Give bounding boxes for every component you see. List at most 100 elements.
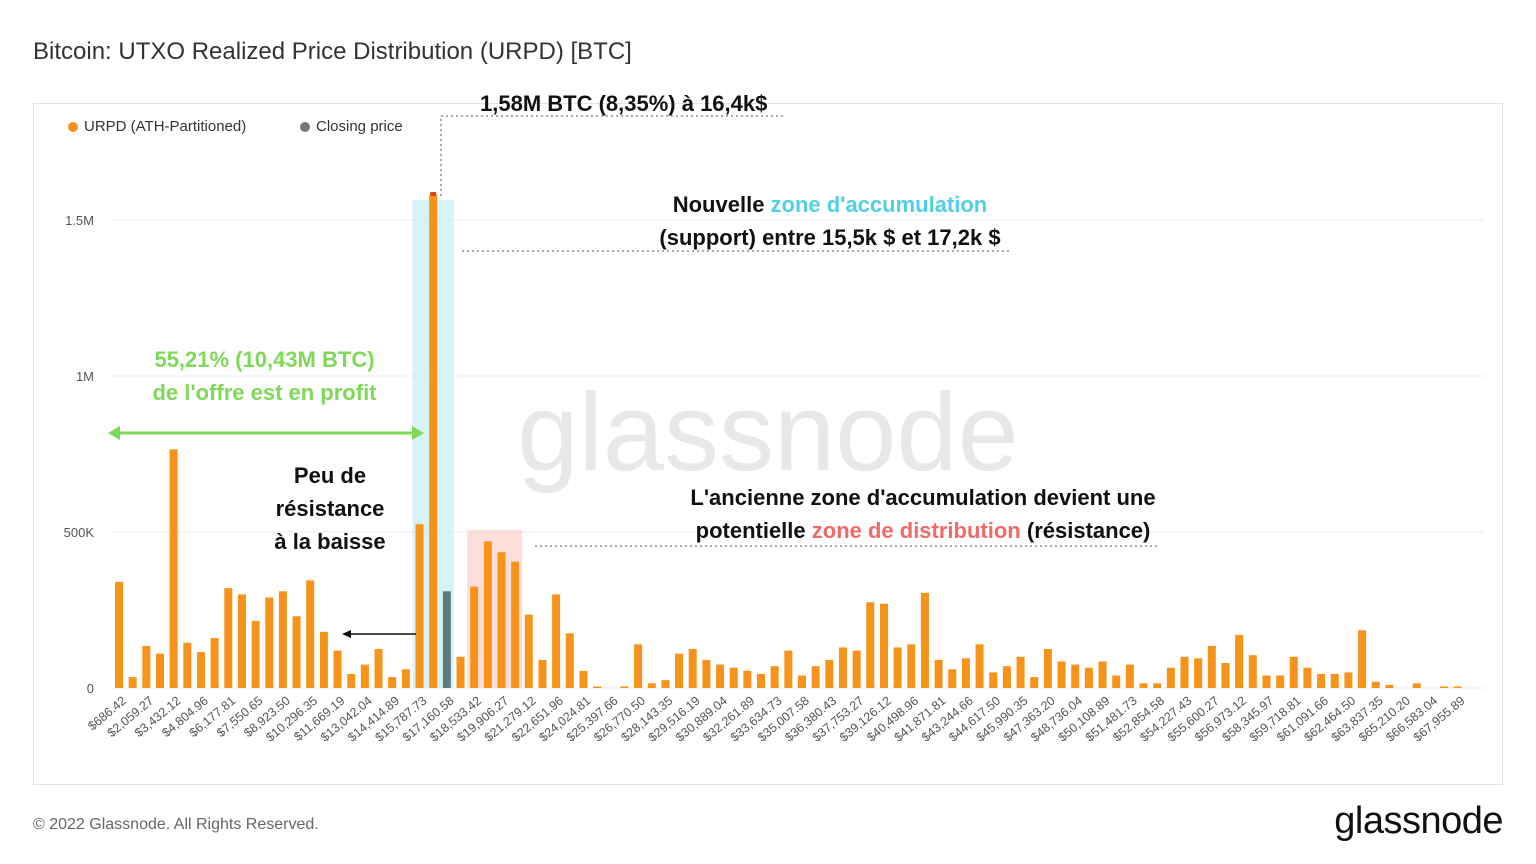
urpd-bar: [1276, 675, 1285, 688]
watermark: glassnode: [517, 371, 1019, 494]
urpd-bar: [634, 644, 643, 688]
urpd-bar: [1289, 656, 1298, 688]
urpd-bar: [893, 647, 902, 688]
urpd-bar: [196, 652, 205, 688]
urpd-bar: [142, 645, 151, 688]
profit-arrow-left-head: [108, 426, 120, 440]
urpd-bar: [333, 650, 342, 688]
accum-text-highlight: zone d'accumulation: [770, 192, 988, 217]
urpd-bar: [415, 524, 424, 688]
urpd-bar: [292, 616, 301, 688]
annotation-peak: 1,58M BTC (8,35%) à 16,4k$: [480, 91, 768, 116]
urpd-bar: [1440, 686, 1449, 688]
urpd-bar: [907, 644, 916, 688]
urpd-bar: [210, 638, 219, 688]
legend-label-urpd: URPD (ATH-Partitioned): [84, 118, 247, 135]
urpd-bar: [1371, 681, 1380, 688]
urpd-bar: [770, 666, 779, 688]
urpd-bar: [1016, 656, 1025, 688]
urpd-bar: [183, 642, 192, 688]
urpd-bar: [989, 672, 998, 688]
urpd-bar: [565, 633, 574, 688]
resist-line2: résistance: [275, 496, 385, 521]
annotation-distribution: L'ancienne zone d'accumulation devient u…: [668, 481, 1178, 547]
urpd-bar: [593, 686, 602, 688]
profit-line1: 55,21% (10,43M BTC): [154, 347, 375, 372]
accum-text-line2: (support) entre 15,5k $ et 17,2k $: [659, 225, 1001, 250]
urpd-bar: [784, 650, 793, 688]
urpd-bar: [1207, 645, 1216, 688]
urpd-bar: [1002, 666, 1011, 688]
urpd-bar: [1071, 664, 1080, 688]
urpd-bar: [1385, 684, 1394, 688]
urpd-bar: [115, 581, 123, 688]
urpd-bar: [716, 664, 725, 688]
urpd-bar: [1221, 663, 1230, 688]
urpd-bar: [1057, 661, 1066, 688]
urpd-bar: [538, 659, 547, 688]
urpd-bar: [1358, 630, 1367, 688]
urpd-bar: [1166, 667, 1175, 688]
urpd-bar: [579, 670, 588, 688]
urpd-bar: [1248, 655, 1257, 688]
y-tick-label: 1M: [76, 369, 94, 384]
urpd-bar: [1043, 649, 1052, 688]
urpd-bar: [128, 677, 137, 688]
chart-title: Bitcoin: UTXO Realized Price Distributio…: [33, 38, 632, 65]
urpd-bar: [251, 620, 260, 688]
distrib-line2-pre: potentielle: [695, 518, 812, 543]
legend-dot-urpd: [68, 121, 78, 132]
annotation-accumulation: Nouvelle zone d'accumulation (support) e…: [640, 188, 1020, 254]
distrib-line2-highlight: zone de distribution: [811, 518, 1021, 543]
urpd-bar: [1139, 683, 1148, 688]
urpd-bar: [688, 649, 697, 688]
urpd-bar: [866, 602, 875, 688]
resist-line1: Peu de: [293, 463, 367, 488]
distrib-line1: L'ancienne zone d'accumulation devient u…: [690, 485, 1156, 510]
legend-item-urpd[interactable]: URPD (ATH-Partitioned): [68, 118, 246, 135]
urpd-bar: [1153, 683, 1162, 688]
urpd-bar: [470, 586, 479, 688]
urpd-bar: [483, 541, 492, 688]
urpd-bar: [798, 675, 806, 688]
resistance-arrow-head: [342, 630, 351, 638]
footer-logo[interactable]: glassnode: [1334, 800, 1503, 842]
distrib-line2-post: (résistance): [1020, 518, 1151, 543]
y-tick-label: 0: [87, 681, 94, 696]
urpd-bar: [825, 659, 834, 688]
urpd-bar: [237, 594, 246, 688]
urpd-bar: [497, 552, 506, 688]
urpd-bar: [169, 449, 178, 688]
urpd-bar: [675, 653, 684, 688]
annotation-resistance: Peu de résistance à la baisse: [255, 459, 405, 558]
urpd-bar: [1194, 658, 1203, 688]
legend-label-closing: Closing price: [316, 118, 403, 135]
urpd-bar: [1412, 683, 1421, 688]
urpd-bar: [1235, 634, 1244, 688]
urpd-bar: [1180, 656, 1189, 688]
profit-line2: de l'offre est en profit: [152, 380, 377, 405]
urpd-bar: [1125, 664, 1134, 688]
legend-dot-closing: [300, 121, 310, 132]
urpd-bar: [920, 592, 929, 688]
urpd-bar: [401, 669, 410, 688]
urpd-bar: [1262, 675, 1271, 688]
profit-arrow-right-head: [412, 426, 424, 440]
urpd-bar: [1453, 686, 1462, 688]
urpd-bar: [1084, 667, 1093, 688]
annotation-profit: 55,21% (10,43M BTC) de l'offre est en pr…: [112, 343, 417, 409]
urpd-bar: [729, 667, 738, 688]
closing-price-bar: [442, 591, 451, 688]
urpd-bar: [360, 664, 369, 688]
urpd-bar: [961, 658, 970, 688]
urpd-bar: [934, 659, 943, 688]
urpd-bar: [224, 588, 233, 688]
urpd-bar: [1303, 667, 1312, 688]
urpd-bar: [1030, 677, 1039, 688]
urpd-bar: [975, 644, 984, 688]
urpd-bar: [552, 594, 561, 688]
urpd-bar: [852, 650, 861, 688]
legend-item-closing-price[interactable]: Closing price: [300, 118, 403, 135]
urpd-bar: [743, 670, 752, 688]
